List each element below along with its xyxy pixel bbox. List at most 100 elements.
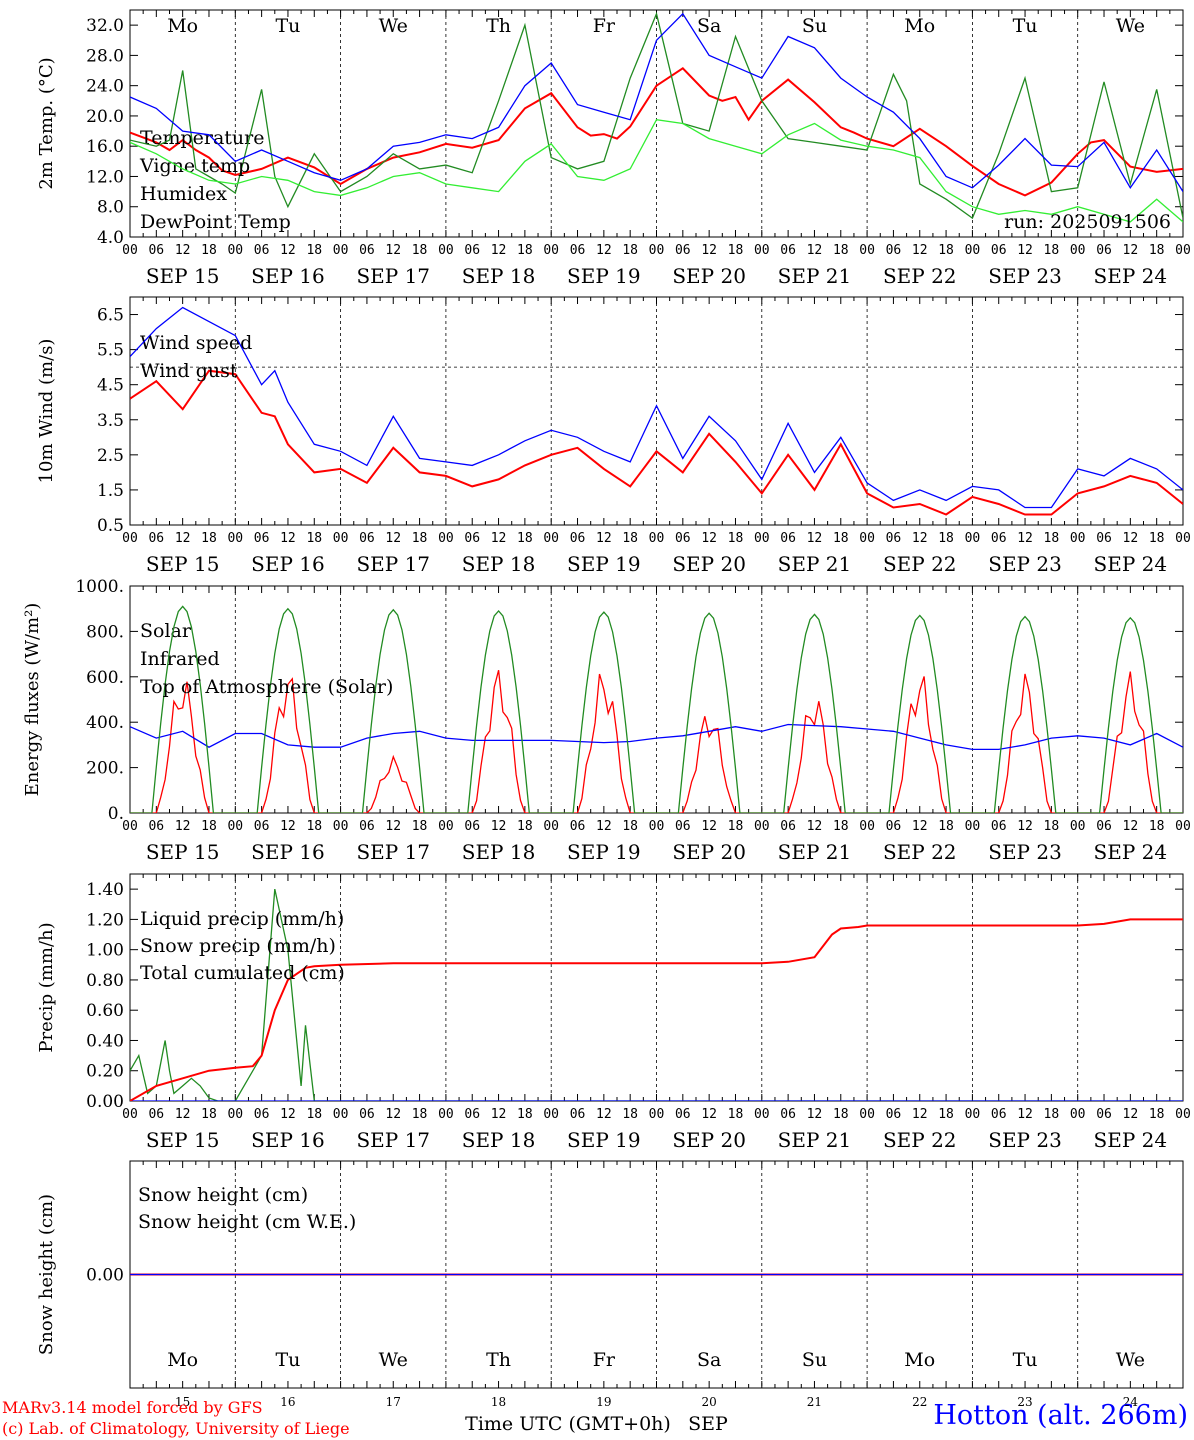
day-name-label: Th [486,1349,511,1371]
x-hour-label: 00 [1070,531,1086,546]
y-tick-label: 5.5 [97,341,124,361]
x-hour-label: 12 [385,819,401,834]
day-number-label: 22 [912,1395,927,1409]
day-name-label: Su [802,15,827,37]
day-name-label: Sa [697,1349,721,1371]
x-hour-label: 00 [965,1107,981,1122]
x-hour-label: 12 [912,819,928,834]
legend-entry: Humidex [140,183,227,205]
x-hour-label: 12 [385,1107,401,1122]
x-hour-label: 06 [675,1107,691,1122]
x-hour-label: 18 [201,531,217,546]
x-date-label: SEP 16 [251,552,325,576]
day-number-label: 23 [1017,1395,1032,1409]
x-hour-label: 18 [201,1107,217,1122]
x-hour-label: 00 [227,819,243,834]
x-hour-label: 06 [570,531,586,546]
x-hour-label: 18 [938,243,954,258]
x-date-label: SEP 19 [567,1128,641,1152]
x-hour-label: 18 [306,1107,322,1122]
x-date-label: SEP 16 [251,1128,325,1152]
y-axis-label: Energy fluxes (W/m²) [22,603,43,797]
x-hour-label: 00 [438,819,454,834]
x-hour-label: 00 [438,531,454,546]
day-name-label: We [379,1349,408,1371]
x-hour-label: 18 [1044,819,1060,834]
y-tick-label: 1.20 [86,910,124,930]
x-hour-label: 18 [1149,243,1165,258]
series-line-top-of-atmosphere-solar- [130,605,1183,813]
x-hour-label: 12 [280,819,296,834]
x-hour-label: 06 [148,531,164,546]
x-hour-label: 06 [991,531,1007,546]
x-date-label: SEP 18 [462,552,536,576]
y-tick-label: 32.0 [86,16,124,36]
day-number-label: 16 [280,1395,295,1409]
series-line-total-cumulated-cm- [130,918,1183,1101]
day-number-label: 21 [807,1395,822,1409]
x-date-label: SEP 15 [146,1128,220,1152]
x-date-label: SEP 15 [146,552,220,576]
series-line-dewpoint-temp [130,118,1183,223]
x-hour-label: 00 [649,243,665,258]
x-hour-label: 18 [306,531,322,546]
x-date-label: SEP 21 [778,552,852,576]
copyright-credit: (c) Lab. of Climatology, University of L… [2,1419,350,1438]
x-date-label: SEP 16 [251,264,325,288]
y-tick-label: 8.0 [97,198,124,218]
x-hour-label: 00 [122,819,138,834]
x-hour-label: 06 [148,243,164,258]
y-tick-label: 800. [86,622,124,642]
x-hour-label: 18 [728,819,744,834]
x-date-label: SEP 17 [356,552,430,576]
x-hour-label: 00 [1175,243,1191,258]
y-tick-label: 6.5 [97,306,124,326]
y-axis-label: Precip (mm/h) [36,922,57,1052]
panel-precip: 0.00 0.20 0.40 0.60 0.80 1.00 1.20 1.40 Precip (… [36,873,1191,1152]
day-name-label: Tu [1013,15,1038,37]
x-hour-label: 12 [175,531,191,546]
legend-entry: Total cumulated (cm) [140,962,345,984]
x-hour-label: 06 [359,531,375,546]
x-date-label: SEP 24 [1094,552,1168,576]
x-hour-label: 18 [622,243,638,258]
y-tick-label: 1.00 [86,941,124,961]
x-hour-label: 18 [1149,531,1165,546]
x-hour-label: 06 [254,243,270,258]
day-name-label: Sa [697,15,721,37]
x-date-label: SEP 22 [883,840,957,864]
x-hour-label: 00 [227,1107,243,1122]
x-hour-label: 06 [359,243,375,258]
x-date-label: SEP 15 [146,264,220,288]
x-hour-label: 12 [1123,1107,1139,1122]
x-hour-label: 12 [1017,531,1033,546]
x-hour-label: 12 [1123,819,1139,834]
x-hour-label: 12 [491,243,507,258]
x-hour-label: 18 [938,819,954,834]
x-hour-label: 00 [543,819,559,834]
x-hour-label: 18 [728,243,744,258]
x-hour-label: 06 [464,243,480,258]
y-tick-label: 0.80 [86,971,124,991]
x-date-label: SEP 19 [567,264,641,288]
y-tick-label: 0.20 [86,1062,124,1082]
x-hour-label: 06 [570,243,586,258]
legend-entry: Snow height (cm) [138,1184,308,1206]
x-hour-label: 00 [122,243,138,258]
x-date-label: SEP 22 [883,552,957,576]
x-date-label: SEP 20 [672,840,746,864]
legend-entry: Infrared [140,648,220,670]
x-hour-label: 18 [833,243,849,258]
y-tick-label: 4.5 [97,376,124,396]
x-hour-label: 18 [306,819,322,834]
x-hour-label: 06 [1096,243,1112,258]
x-hour-label: 18 [1044,1107,1060,1122]
x-date-label: SEP 23 [988,1128,1062,1152]
x-hour-label: 00 [333,243,349,258]
y-axis-label: 10m Wind (m/s) [36,339,57,484]
series-line-temperature [130,67,1183,197]
x-hour-label: 00 [543,531,559,546]
y-axis-label: Snow height (cm) [36,1194,57,1355]
day-number-label: 18 [491,1395,506,1409]
